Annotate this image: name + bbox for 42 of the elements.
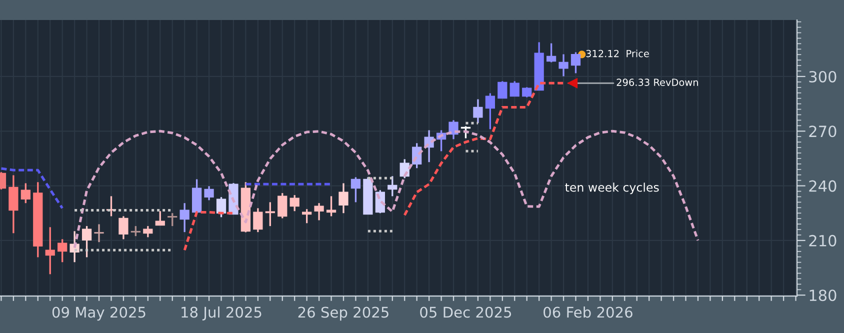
- y-tick-label: 180: [810, 290, 836, 302]
- x-tick-label: 18 Jul 2025: [182, 306, 262, 320]
- text: 312.12 Price: [586, 50, 649, 58]
- annotation: ten week cycles: [565, 182, 659, 194]
- x-tick-label: 09 May 2025: [52, 306, 146, 321]
- candlestick: [570, 51, 581, 74]
- y-tick-label: 300: [809, 70, 836, 83]
- candlestick: [290, 194, 300, 212]
- candlestick: [45, 226, 55, 276]
- candlestick: [314, 202, 324, 222]
- candlestick: [485, 92, 495, 130]
- candlestick: [388, 175, 398, 198]
- candlestick: [20, 182, 30, 204]
- candlestick: [180, 202, 190, 233]
- candlestick: [216, 196, 226, 218]
- candlestick: [546, 42, 556, 64]
- candlestick: [510, 80, 520, 97]
- candlestick: [522, 86, 532, 98]
- candlestick: [130, 225, 141, 237]
- candlestick: [558, 53, 568, 78]
- candlestick: [8, 174, 18, 234]
- x-tick-label: 05 Dec 2025: [420, 306, 512, 318]
- candlestick: [253, 207, 263, 233]
- candlestick: [118, 215, 128, 240]
- text: 296.33 RevDown: [616, 78, 698, 86]
- candlestick: [94, 223, 104, 243]
- candlestick: [204, 185, 214, 202]
- x-tick-label: 26 Sep 2025: [298, 306, 388, 321]
- candlestick: [155, 210, 165, 226]
- candlestick: [143, 225, 153, 238]
- candlestick: [278, 192, 288, 220]
- candlestick: [82, 225, 92, 258]
- candlestick: [498, 80, 508, 99]
- candlestick: [168, 212, 178, 227]
- x-tick-label: 06 Feb 2026: [544, 306, 632, 318]
- candlestick: [473, 98, 483, 124]
- candlestick: [58, 238, 68, 263]
- y-tick-label: 240: [809, 180, 836, 192]
- candlestick: [338, 182, 348, 214]
- y-tick-label: 270: [809, 126, 836, 138]
- y-tick-label: 210: [809, 234, 836, 246]
- candlestick: [350, 176, 361, 204]
